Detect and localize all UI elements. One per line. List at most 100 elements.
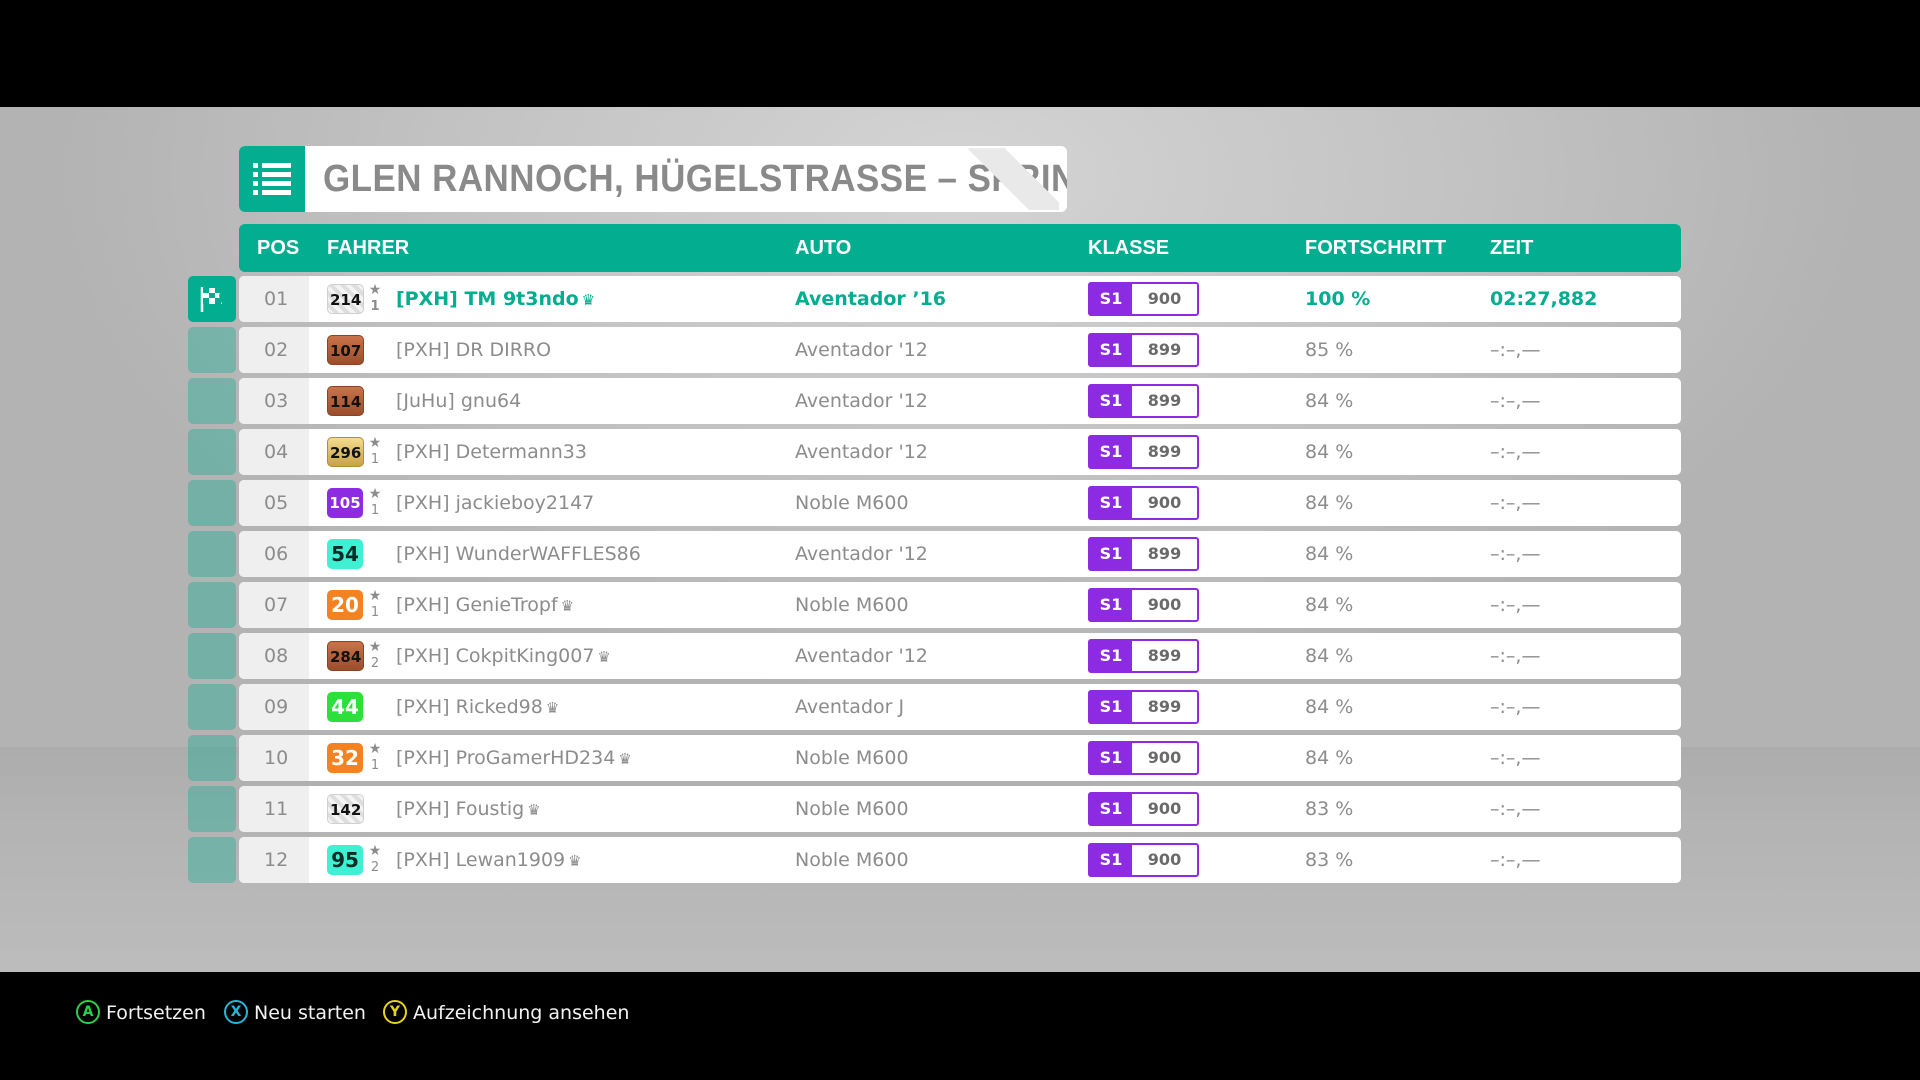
class-badge: S1 900	[1088, 486, 1199, 520]
letterbox-top	[0, 0, 1920, 107]
table-row[interactable]: 09 44 [PXH] Ricked98 ♛ Aventador J S1 899 84 % –…	[239, 684, 1681, 730]
car-name: Aventador J	[795, 696, 905, 718]
time-value: –:–,—	[1490, 492, 1541, 514]
table-row[interactable]: 12 95 ★ 2 [PXH] Lewan1909 ♛ Noble M600 S1 900 83 …	[239, 837, 1681, 883]
driver-name-cell: [PXH] Determann33	[396, 429, 587, 475]
driver-name: [PXH] DR DIRRO	[396, 339, 552, 361]
row-marker	[188, 633, 236, 679]
driver-name-cell: [PXH] Lewan1909 ♛	[396, 837, 582, 883]
class-badge: S1 899	[1088, 435, 1199, 469]
driver-name-cell: [PXH] CokpitKing007 ♛	[396, 633, 611, 679]
row-position: 03	[239, 378, 309, 424]
prompt-aufzeichnung-ansehen[interactable]: Y Aufzeichnung ansehen	[383, 999, 629, 1026]
driver-level-badge: 32	[327, 743, 363, 773]
class-rating: 899	[1147, 391, 1182, 410]
time-value: –:–,—	[1490, 390, 1541, 412]
star-icon: ★	[368, 282, 382, 298]
row-position: 11	[239, 786, 309, 832]
row-marker	[188, 837, 236, 883]
driver-name: [PXH] Lewan1909	[396, 849, 566, 871]
class-badge: S1 899	[1088, 639, 1199, 673]
time-value: –:–,—	[1490, 849, 1541, 871]
star-count: 1	[370, 503, 380, 518]
row-position: 07	[239, 582, 309, 628]
header-time: ZEIT	[1490, 237, 1534, 259]
class-badge: S1 899	[1088, 537, 1199, 571]
table-row[interactable]: 05 105 ★ 1 [PXH] jackieboy2147 Noble M600 S1 90…	[239, 480, 1681, 526]
progress-value: 83 %	[1305, 798, 1354, 820]
progress-value: 84 %	[1305, 390, 1354, 412]
progress-value: 85 %	[1305, 339, 1354, 361]
driver-name: [PXH] Ricked98	[396, 696, 543, 718]
prompt-neu-starten[interactable]: X Neu starten	[224, 999, 366, 1026]
driver-level-badge: 105	[327, 488, 363, 518]
driver-level-badge: 95	[327, 845, 363, 875]
class-label: S1	[1090, 794, 1132, 824]
event-title-panel: GLEN RANNOCH, HÜGELSTRASSE – SPRINT	[239, 146, 1067, 212]
driver-name: [PXH] Foustig	[396, 798, 525, 820]
header-pos: POS	[257, 237, 300, 259]
progress-value: 84 %	[1305, 441, 1354, 463]
table-row[interactable]: 06 54 [PXH] WunderWAFFLES86 Aventador '12 S1…	[239, 531, 1681, 577]
star-icon: ★	[368, 843, 382, 859]
car-name: Noble M600	[795, 492, 909, 514]
prompt-label: Neu starten	[254, 1002, 366, 1024]
crown-icon: ♛	[560, 597, 575, 615]
table-row-player[interactable]: 01 214 ★ 1 [PXH] TM 9t3ndo ♛ Aventador ’16 S1 90…	[239, 276, 1681, 322]
row-position: 08	[239, 633, 309, 679]
star-count: 1	[370, 299, 380, 314]
car-name: Aventador '12	[795, 645, 928, 667]
button-a-icon: A	[76, 999, 100, 1024]
driver-level-badge: 114	[327, 386, 365, 416]
table-row[interactable]: 08 284 ★ 2 [PXH] CokpitKing007 ♛ Aventador '12…	[239, 633, 1681, 679]
progress-value: 83 %	[1305, 849, 1354, 871]
class-rating: 900	[1147, 748, 1182, 767]
driver-name-cell: [PXH] WunderWAFFLES86	[396, 531, 641, 577]
time-value: –:–,—	[1490, 543, 1541, 565]
time-value: –:–,—	[1490, 594, 1541, 616]
crown-icon: ♛	[581, 291, 596, 309]
table-row[interactable]: 03 114 [JuHu] gnu64 Aventador '12 S1 899 84 % –…	[239, 378, 1681, 424]
driver-name-cell: [PXH] jackieboy2147	[396, 480, 594, 526]
star-icon: ★	[368, 486, 382, 502]
row-position: 12	[239, 837, 309, 883]
progress-value: 84 %	[1305, 747, 1354, 769]
row-position: 10	[239, 735, 309, 781]
car-name: Aventador '12	[795, 543, 928, 565]
car-name: Noble M600	[795, 747, 909, 769]
rank-stars: ★ 2	[368, 844, 382, 876]
table-row[interactable]: 07 20 ★ 1 [PXH] GenieTropf ♛ Noble M600 S1 900 84…	[239, 582, 1681, 628]
row-marker	[188, 429, 236, 475]
time-value: –:–,—	[1490, 645, 1541, 667]
star-icon: ★	[368, 588, 382, 604]
header-driver: FAHRER	[327, 237, 410, 259]
car-name: Noble M600	[795, 798, 909, 820]
class-rating: 900	[1147, 850, 1182, 869]
button-y-icon: Y	[383, 999, 407, 1024]
prompt-fortsetzen[interactable]: A Fortsetzen	[76, 999, 206, 1026]
header-car: AUTO	[795, 237, 852, 259]
class-badge: S1 899	[1088, 384, 1199, 418]
driver-name-cell: [JuHu] gnu64	[396, 378, 521, 424]
time-value: –:–,—	[1490, 696, 1541, 718]
class-rating: 900	[1147, 799, 1182, 818]
prompt-label: Fortsetzen	[106, 1002, 206, 1024]
driver-level-badge: 107	[327, 335, 365, 365]
rank-stars: ★ 2	[368, 640, 382, 672]
class-rating: 900	[1147, 595, 1182, 614]
table-row[interactable]: 11 142 [PXH] Foustig ♛ Noble M600 S1 900 83 % –:…	[239, 786, 1681, 832]
class-label: S1	[1090, 845, 1132, 875]
button-prompt-bar: A Fortsetzen X Neu starten Y Aufzeichnung ans…	[0, 972, 1920, 1080]
driver-name: [PXH] Determann33	[396, 441, 587, 463]
star-icon: ★	[368, 435, 382, 451]
driver-name-cell: [PXH] ProGamerHD234 ♛	[396, 735, 632, 781]
progress-value: 100 %	[1305, 288, 1371, 310]
car-name: Noble M600	[795, 594, 909, 616]
table-row[interactable]: 04 296 ★ 1 [PXH] Determann33 Aventador '12 S1 8…	[239, 429, 1681, 475]
table-row[interactable]: 02 107 [PXH] DR DIRRO Aventador '12 S1 899 85 …	[239, 327, 1681, 373]
driver-level-badge: 20	[327, 590, 363, 620]
header-progress: FORTSCHRITT	[1305, 237, 1447, 259]
row-position: 01	[239, 276, 309, 322]
crown-icon: ♛	[568, 852, 582, 870]
table-row[interactable]: 10 32 ★ 1 [PXH] ProGamerHD234 ♛ Noble M600 S1 90…	[239, 735, 1681, 781]
